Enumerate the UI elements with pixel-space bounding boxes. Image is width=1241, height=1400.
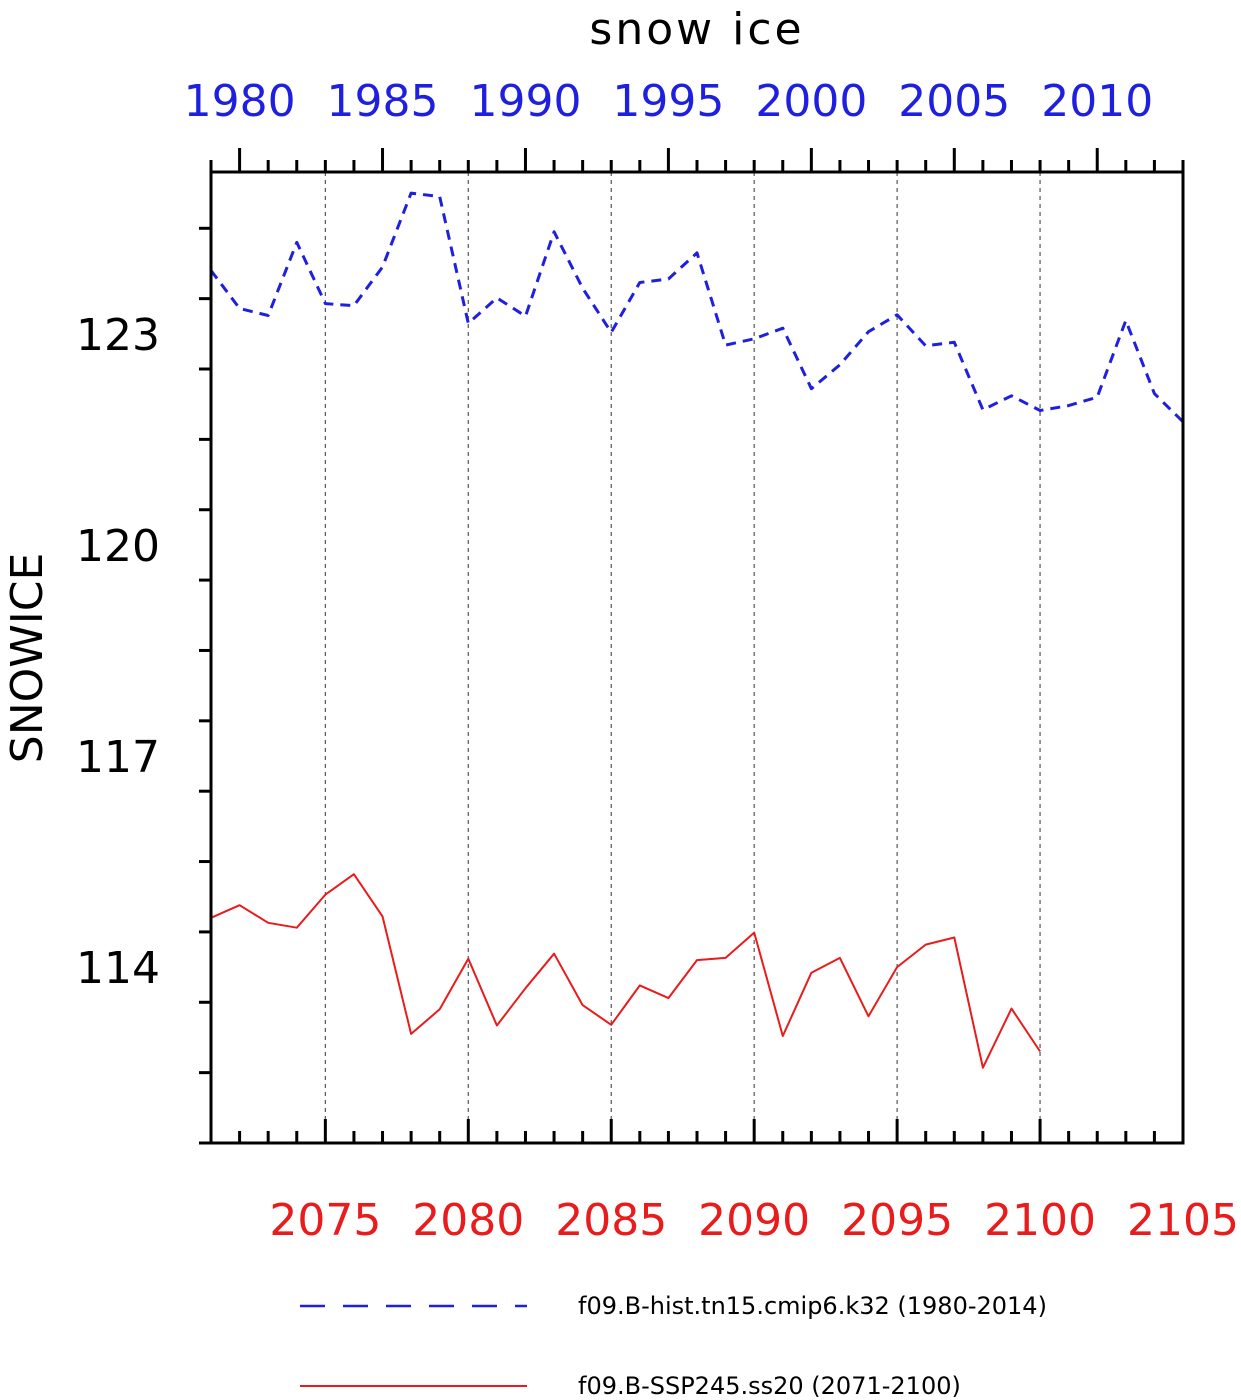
plot-frame — [209, 170, 1185, 1145]
top-axis-tick-label: 2005 — [898, 76, 1010, 127]
y-axis-tick-label: 117 — [76, 732, 160, 783]
y-axis-tick-label: 123 — [76, 310, 160, 361]
series-line-2 — [210, 873, 1041, 1069]
bottom-axis-tick-label: 2080 — [412, 1195, 524, 1246]
bottom-axis-tick-label: 2100 — [984, 1195, 1096, 1246]
top-axis-tick-label: 2000 — [755, 76, 867, 127]
axes: 1980 1985 1990 1995 2000 2005 2010 2075 2080 2085… — [76, 76, 1239, 1246]
series-line-1 — [209, 191, 1185, 423]
grid-lines — [324, 172, 1041, 1143]
bottom-axis-tick-label: 2085 — [555, 1195, 667, 1246]
y-axis-tick-label: 114 — [76, 943, 160, 994]
legend-label-1: f09.B-hist.tn15.cmip6.k32 (1980-2014) — [578, 1292, 1047, 1320]
legend-label-2: f09.B-SSP245.ss20 (2071-2100) — [578, 1372, 961, 1400]
top-axis-tick-label: 1990 — [469, 76, 581, 127]
chart-title: snow ice — [589, 4, 804, 55]
series-lines — [209, 191, 1185, 1069]
bottom-axis-tick-label: 2075 — [269, 1195, 381, 1246]
bottom-axis-tick-label: 2105 — [1127, 1195, 1239, 1246]
top-axis-tick-label: 1985 — [327, 76, 439, 127]
top-axis-tick-label: 1980 — [184, 76, 296, 127]
y-axis-tick-label: 120 — [76, 521, 160, 572]
bottom-axis-tick-label: 2090 — [698, 1195, 810, 1246]
y-axis-label: SNOWICE — [2, 553, 53, 763]
top-axis-tick-label: 2010 — [1041, 76, 1153, 127]
legend: f09.B-hist.tn15.cmip6.k32 (1980-2014) f09… — [300, 1292, 1047, 1400]
top-axis-tick-label: 1995 — [612, 76, 724, 127]
bottom-axis-tick-label: 2095 — [841, 1195, 953, 1246]
